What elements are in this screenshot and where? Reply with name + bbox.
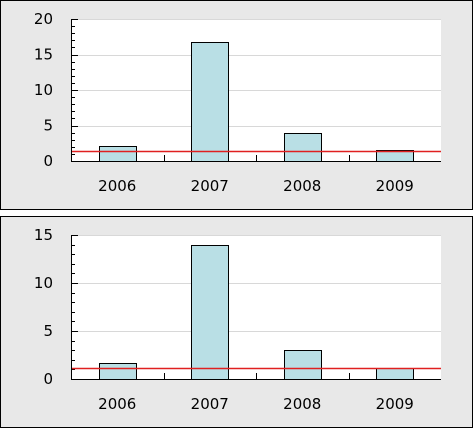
chart-panel-bottom: 0 5 10 15 2006 2007 2008 2009 [0, 216, 473, 428]
x-tick-label: 2008 [283, 395, 321, 413]
bar-2006 [99, 146, 137, 162]
y-tick-label: 0 [43, 370, 53, 388]
bar-2009 [376, 368, 414, 380]
bar-2006 [99, 363, 137, 380]
plot-area [71, 235, 441, 379]
bar-chart-bottom: 0 5 10 15 2006 2007 2008 2009 [34, 226, 441, 413]
y-tick-label: 10 [34, 81, 53, 99]
x-tick-label: 2007 [191, 395, 229, 413]
x-tick-label: 2007 [191, 177, 229, 195]
bar-2007 [191, 42, 229, 162]
y-tick-label: 5 [43, 117, 53, 135]
y-tick-label: 0 [43, 152, 53, 170]
bar-2007 [191, 245, 229, 380]
bar-chart-top: 0 5 10 15 20 2006 2007 2008 2009 [34, 10, 441, 195]
x-tick-label: 2006 [98, 177, 136, 195]
y-tick-label: 5 [43, 322, 53, 340]
y-tick-label: 15 [34, 226, 53, 244]
bar-2008 [284, 133, 322, 162]
y-tick-label: 10 [34, 274, 53, 292]
y-tick-label: 20 [34, 10, 53, 28]
bar-2008 [284, 350, 322, 380]
x-tick-label: 2009 [376, 395, 414, 413]
y-tick-label: 15 [34, 46, 53, 64]
chart-panel-top: 0 5 10 15 20 2006 2007 2008 2009 [0, 0, 473, 210]
x-tick-label: 2006 [98, 395, 136, 413]
x-tick-label: 2008 [283, 177, 321, 195]
x-tick-label: 2009 [376, 177, 414, 195]
